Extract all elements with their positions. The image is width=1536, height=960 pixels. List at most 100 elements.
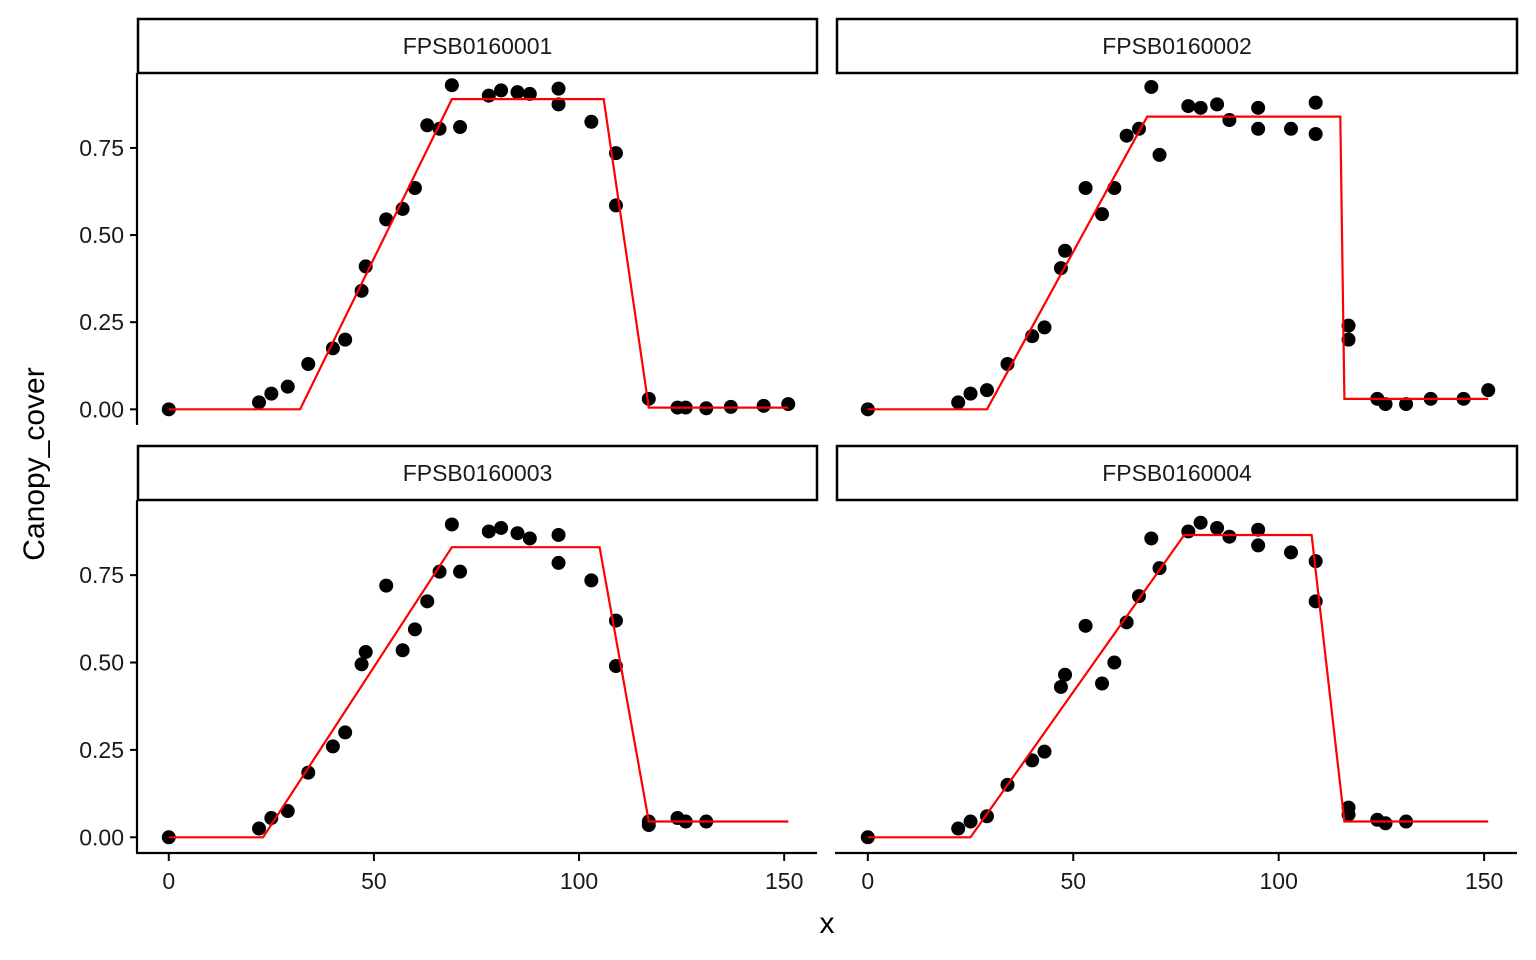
data-point <box>481 524 496 539</box>
data-point <box>338 332 353 347</box>
data-point <box>379 212 394 227</box>
data-point <box>551 527 566 542</box>
data-point <box>1095 676 1110 691</box>
facet-strip-label: FPSB0160001 <box>403 33 553 59</box>
data-point <box>963 386 978 401</box>
data-point <box>1058 243 1073 258</box>
y-tick-label: 0.50 <box>79 222 124 248</box>
data-point <box>756 398 771 413</box>
data-point <box>1284 545 1299 560</box>
data-point <box>1107 181 1122 196</box>
y-tick-label: 0.75 <box>79 562 124 588</box>
data-point <box>494 83 509 98</box>
y-tick-label: 0.25 <box>79 309 124 335</box>
data-point <box>407 181 422 196</box>
data-point <box>551 555 566 570</box>
data-point <box>453 564 468 579</box>
data-point <box>979 383 994 398</box>
data-point <box>358 645 373 660</box>
facet-strip-label: FPSB0160002 <box>1102 33 1252 59</box>
data-point <box>641 391 656 406</box>
fit-line <box>168 98 789 411</box>
data-point <box>551 81 566 96</box>
fit-line <box>867 115 1489 411</box>
facet-panels: FPSB0160001 0.00 0.25 0.50 0.75 FPSB0160002 FP… <box>79 17 1519 894</box>
data-point <box>1251 538 1266 553</box>
data-point <box>510 526 525 541</box>
y-tick-label: 0.25 <box>79 737 124 763</box>
x-tick-label: 50 <box>1060 868 1086 894</box>
facet-panel: FPSB0160001 0.00 0.25 0.50 0.75 <box>79 17 819 425</box>
data-point <box>494 520 509 535</box>
data-point <box>354 283 369 298</box>
fit-line <box>867 533 1489 839</box>
data-point <box>354 657 369 672</box>
x-tick-label: 150 <box>765 868 803 894</box>
data-point <box>1284 121 1299 136</box>
data-point <box>1144 79 1159 94</box>
data-point <box>1210 97 1225 112</box>
data-point <box>1078 181 1093 196</box>
data-point <box>1053 261 1068 276</box>
x-tick-label: 100 <box>1260 868 1298 894</box>
facet-strip-label: FPSB0160004 <box>1102 460 1252 486</box>
data-point <box>1193 100 1208 115</box>
facet-strip <box>136 17 819 75</box>
facet-strip-label: FPSB0160003 <box>403 460 553 486</box>
data-point <box>1481 383 1496 398</box>
data-point <box>379 578 394 593</box>
data-point <box>407 622 422 637</box>
data-point <box>1058 667 1073 682</box>
data-point <box>584 114 599 129</box>
data-point <box>1378 397 1393 412</box>
data-point <box>1107 655 1122 670</box>
data-point <box>1210 520 1225 535</box>
data-point <box>1037 744 1052 759</box>
data-point <box>444 78 459 93</box>
data-point <box>1181 99 1196 114</box>
data-point <box>280 804 295 819</box>
data-point <box>551 97 566 112</box>
data-point <box>453 120 468 135</box>
data-point <box>1037 320 1052 335</box>
x-tick-label: 0 <box>861 868 874 894</box>
data-point <box>522 86 537 101</box>
fit-line <box>168 546 789 839</box>
data-point <box>1193 515 1208 530</box>
data-point <box>1399 397 1414 412</box>
data-point <box>1308 126 1323 141</box>
data-point <box>395 643 410 658</box>
data-point <box>252 821 267 836</box>
facet-panel: FPSB0160003 0.00 0.25 0.50 0.75 0 50 100 150 <box>79 444 819 894</box>
data-point <box>1078 618 1093 633</box>
facet-panel: FPSB0160002 <box>835 17 1519 417</box>
data-point <box>1144 531 1159 546</box>
data-point <box>1152 147 1167 162</box>
data-point <box>432 564 447 579</box>
data-point <box>264 386 279 401</box>
data-point <box>963 814 978 829</box>
data-point <box>301 357 316 372</box>
data-point <box>781 397 796 412</box>
x-tick-label: 0 <box>162 868 175 894</box>
data-point <box>481 88 496 103</box>
y-tick-label: 0.00 <box>79 396 124 422</box>
data-point <box>444 517 459 532</box>
y-axis-title: Canopy_cover <box>18 367 51 560</box>
data-point <box>1119 128 1134 143</box>
data-point <box>252 395 267 410</box>
data-point <box>420 594 435 609</box>
x-axis-title: x <box>820 907 835 940</box>
data-point <box>1119 615 1134 630</box>
data-point <box>1222 113 1237 128</box>
data-point <box>951 395 966 410</box>
data-point <box>1341 318 1356 333</box>
data-point <box>161 830 176 845</box>
data-point <box>1251 522 1266 537</box>
data-point <box>1251 121 1266 136</box>
data-point <box>584 573 599 588</box>
facet-strip <box>835 17 1519 75</box>
data-point <box>1251 100 1266 115</box>
data-point <box>1308 95 1323 110</box>
